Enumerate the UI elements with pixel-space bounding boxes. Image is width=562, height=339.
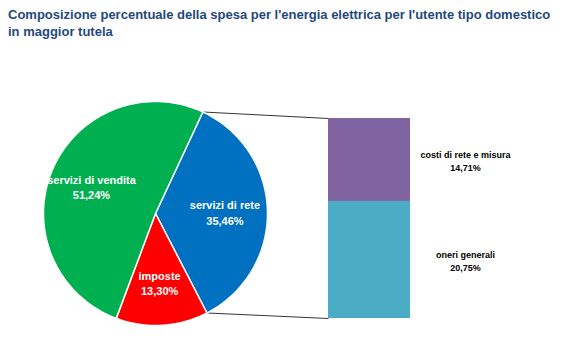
- svg-text:servizi di rete35,46%: servizi di rete35,46%: [190, 199, 260, 226]
- html-text:Composizione percentuale della: Composizione percentuale della spesa per…: [8, 7, 551, 39]
- svg-text:servizi di vendita51,24%: servizi di vendita51,24%: [47, 174, 137, 201]
- svg-text:costi di rete e misura14,71%: costi di rete e misura14,71%: [420, 150, 511, 174]
- svg-text:oneri generali20,75%: oneri generali20,75%: [436, 250, 495, 274]
- svg-text:imposte13,30%: imposte13,30%: [139, 270, 181, 297]
